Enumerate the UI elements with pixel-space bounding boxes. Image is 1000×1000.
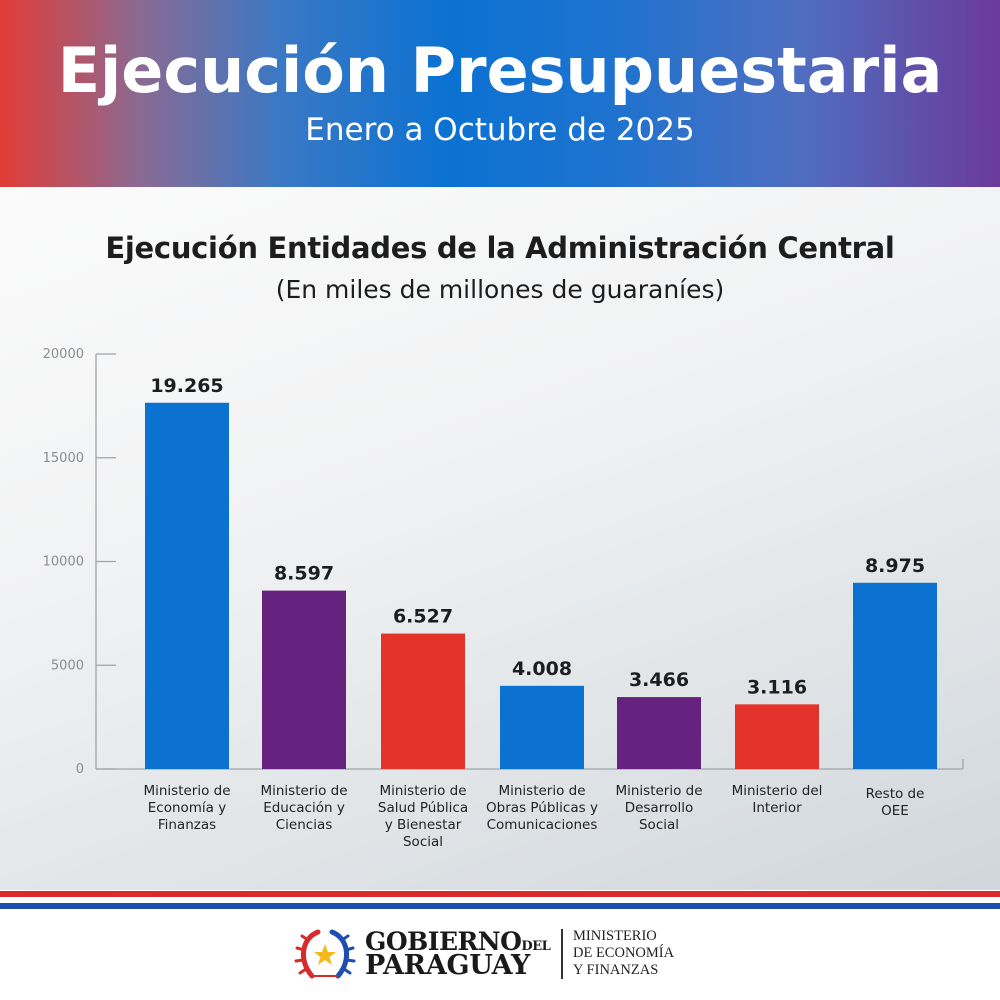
ministry-line2: DE ECONOMÍA [573, 945, 675, 961]
ministry-line1: MINISTERIO [573, 928, 657, 944]
bar-value-label: 4.008 [512, 658, 572, 680]
bar [262, 590, 346, 769]
chart-subtitle: (En miles de millones de guaraníes) [275, 275, 725, 304]
y-tick-label: 20000 [43, 347, 84, 362]
bar-value-label: 8.975 [865, 555, 925, 577]
x-category-label: Ministerio de Salud Pública y Bienestar … [377, 783, 469, 850]
y-tick-label: 0 [76, 762, 84, 777]
flag-stripe-white [0, 897, 1000, 903]
bar-value-label: 8.597 [274, 563, 334, 585]
header-banner: Ejecución Presupuestaria Enero a Octubre… [0, 0, 1000, 187]
page-title: Ejecución Presupuestaria [57, 34, 943, 107]
ministry-name: MINISTERIO DE ECONOMÍA Y FINANZAS [573, 928, 674, 979]
x-category-label: Resto de OEE [865, 786, 925, 819]
x-category-label: Ministerio de Desarrollo Social [615, 783, 703, 833]
x-category-label: Ministerio de Economía y Finanzas [143, 783, 231, 833]
page-subtitle: Enero a Octubre de 2025 [305, 112, 695, 148]
ministry-line3: Y FINANZAS [573, 962, 659, 978]
x-category-label: Ministerio del Interior [731, 783, 823, 816]
bar-value-label: 3.466 [629, 669, 689, 691]
flag-stripe-red [0, 891, 1000, 897]
bar-chart: 0 5000 10000 15000 20000 19.265 8.597 6.527 4.00… [43, 347, 964, 777]
gov-name-line2: PARAGUAY [365, 950, 530, 981]
y-tick-label: 5000 [51, 658, 84, 673]
gov-del: DEL [521, 939, 551, 954]
gov-name-line1: GOBIERNODEL [365, 927, 551, 956]
bar [381, 633, 465, 769]
bar [617, 697, 701, 769]
gov-word: GOBIERNO [365, 927, 522, 956]
x-category-label: Ministerio de Obras Públicas y Comunicac… [486, 783, 598, 833]
logo-divider [561, 929, 563, 979]
bar-value-label: 6.527 [393, 606, 453, 628]
footer [0, 909, 1000, 1000]
flag-stripe-blue [0, 903, 1000, 909]
x-category-label: Ministerio de Educación y Ciencias [260, 783, 348, 833]
chart-title: Ejecución Entidades de la Administración… [105, 231, 895, 265]
bar [500, 685, 584, 769]
bar [853, 582, 937, 769]
bar-value-label: 19.265 [150, 375, 223, 397]
y-tick-label: 15000 [43, 451, 84, 466]
paraguay-emblem-icon [294, 929, 356, 979]
bar [145, 402, 229, 769]
y-tick-label: 10000 [43, 555, 84, 570]
bar-value-label: 3.116 [747, 676, 807, 698]
bar [735, 704, 819, 769]
